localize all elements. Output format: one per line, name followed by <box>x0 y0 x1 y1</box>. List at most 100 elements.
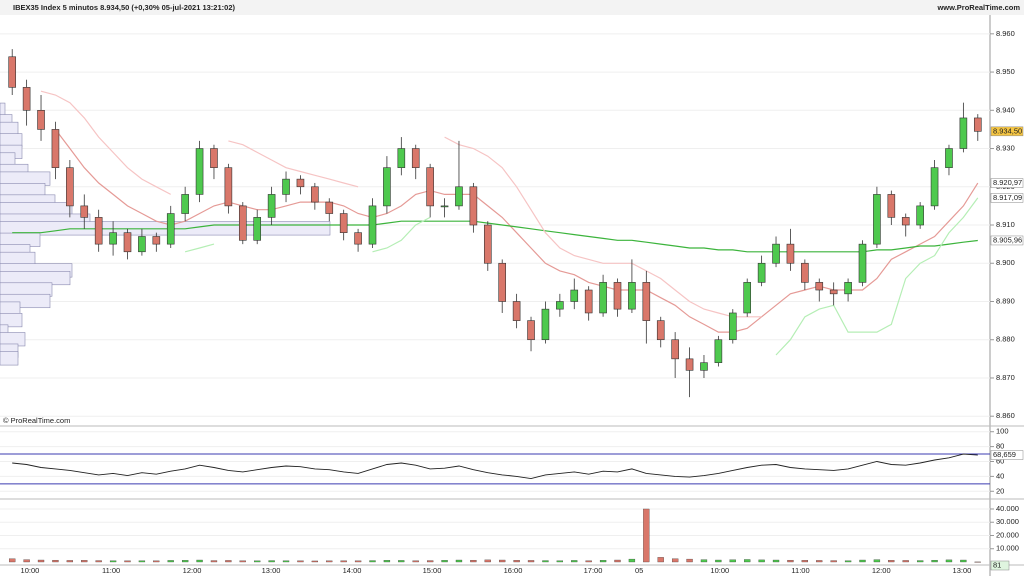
candle-body <box>945 148 953 168</box>
y-tick-label: 8.880 <box>996 335 1015 344</box>
volume-bar <box>426 560 434 563</box>
x-tick-label: 15:00 <box>423 566 442 575</box>
volume-bar <box>542 560 549 563</box>
candle-body <box>426 167 434 207</box>
y-tick-label: 40.000 <box>996 504 1019 513</box>
volume-bar <box>398 560 405 563</box>
volume-bar <box>340 560 347 563</box>
value-box <box>990 193 1024 203</box>
candle-body <box>959 117 968 149</box>
candle-body <box>973 117 982 132</box>
candle-body <box>743 282 752 314</box>
y-tick-label: 100 <box>996 427 1009 436</box>
volume-bar <box>95 560 102 563</box>
candle-body <box>109 232 117 245</box>
candle-body <box>51 129 60 168</box>
value-box-label: 68,659 <box>993 450 1016 459</box>
y-tick-label: 8.910 <box>996 220 1015 229</box>
candle-body <box>80 205 89 218</box>
candle-body <box>166 213 175 245</box>
x-tick-label: 12:00 <box>872 566 891 575</box>
candle-body <box>94 217 103 245</box>
volume-bar <box>297 560 304 563</box>
y-tick-label: 20.000 <box>996 530 1019 539</box>
volume-bar <box>268 560 275 563</box>
volume-bar <box>931 559 938 563</box>
y-tick-label: 40 <box>996 471 1004 480</box>
x-tick-label: 10:00 <box>710 566 729 575</box>
y-tick-label: 8.960 <box>996 29 1015 38</box>
volume-bar <box>628 558 636 563</box>
candle-body <box>354 232 362 245</box>
candle-body <box>238 205 247 241</box>
candle-body <box>642 282 651 321</box>
candle-body <box>772 243 780 264</box>
y-tick-label: 80 <box>996 442 1004 451</box>
volume-bar <box>888 560 895 563</box>
volume-bar <box>326 560 333 563</box>
source-link[interactable]: www.ProRealTime.com <box>936 3 1020 12</box>
volume-bar <box>801 560 809 563</box>
volume-bar <box>945 559 953 563</box>
volume-bar <box>254 560 261 563</box>
candle-body <box>728 312 737 341</box>
volume-bar <box>383 560 391 563</box>
y-tick-label: 8.930 <box>996 144 1015 153</box>
y-tick-label: 8.860 <box>996 411 1015 420</box>
x-tick-label: 14:00 <box>343 566 362 575</box>
candle-body <box>801 262 809 283</box>
volume-bar <box>599 560 607 563</box>
volume-bar <box>902 560 909 563</box>
value-box <box>990 178 1024 188</box>
volume-bar <box>138 560 146 563</box>
candle-body <box>671 339 679 360</box>
volume-bar <box>671 558 679 563</box>
volume-bar <box>441 560 448 563</box>
y-tick-label: 8.890 <box>996 296 1015 305</box>
volume-profile-bar <box>0 313 23 328</box>
candle-body <box>599 282 607 314</box>
y-tick-label: 8.870 <box>996 373 1015 382</box>
value-box-label: 8.905,96 <box>993 235 1022 244</box>
candle-body <box>541 308 550 341</box>
candle-body <box>210 148 218 168</box>
volume-bar <box>369 560 376 563</box>
volume-bar <box>311 560 319 563</box>
x-tick-label: 16:00 <box>504 566 523 575</box>
volume-bar <box>830 560 837 563</box>
x-tick-label: 13:00 <box>953 566 972 575</box>
x-tick-label: 05 <box>635 566 643 575</box>
candle-body <box>498 262 507 302</box>
volume-bar <box>37 559 45 563</box>
candle-body <box>66 167 74 207</box>
x-tick-label: 11:00 <box>102 566 120 575</box>
candle-body <box>411 148 420 168</box>
value-box-label: 8.934,50 <box>993 126 1022 135</box>
candle-body <box>527 320 535 341</box>
candle-body <box>195 148 204 195</box>
y-tick-label: 20 <box>996 486 1004 495</box>
candle-body <box>224 167 233 207</box>
candle-body <box>267 194 276 218</box>
volume-bar <box>527 560 535 563</box>
y-tick-label: 8.900 <box>996 258 1015 267</box>
volume-bar <box>916 560 924 563</box>
chart-title: IBEX35 Index 5 minutos 8.934,50 (+0,30% … <box>13 3 235 12</box>
candle-body <box>628 282 636 310</box>
x-tick-label: 17:00 <box>584 566 603 575</box>
candle-body <box>37 110 45 130</box>
candle-body <box>253 217 262 241</box>
rsi-line <box>12 453 978 480</box>
volume-bar <box>729 559 736 563</box>
candle-body <box>685 358 694 371</box>
indicator-line <box>184 197 979 356</box>
volume-bar <box>455 559 463 563</box>
candle-body <box>512 301 521 321</box>
candle-body <box>584 289 593 314</box>
candle-body <box>570 289 579 302</box>
volume-bar <box>470 559 477 563</box>
volume-bar <box>225 560 232 563</box>
candle-body <box>844 282 852 295</box>
indicator-line <box>54 129 979 333</box>
